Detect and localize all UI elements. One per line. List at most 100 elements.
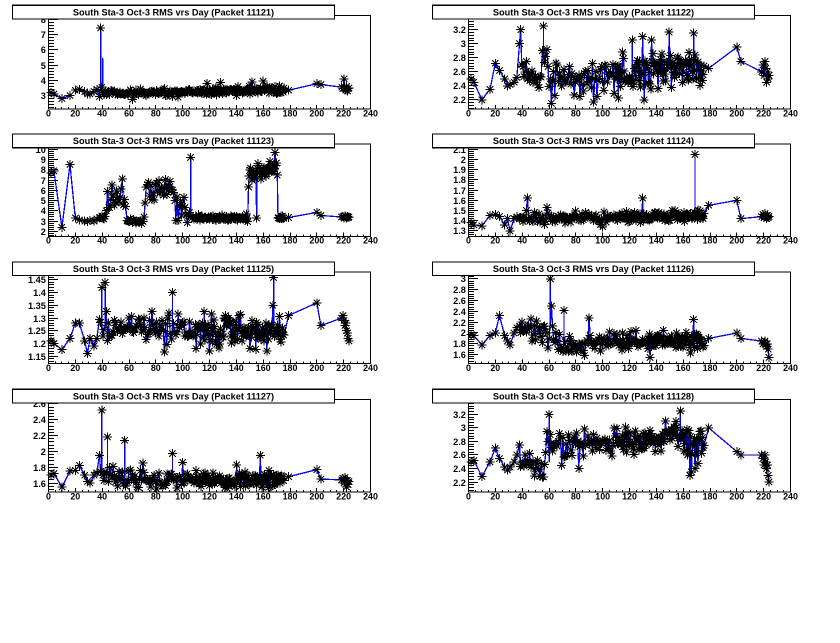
svg-text:1.8: 1.8	[453, 339, 466, 349]
svg-text:2.1: 2.1	[453, 145, 466, 155]
svg-text:120: 120	[202, 109, 217, 119]
svg-text:100: 100	[595, 363, 610, 373]
svg-text:120: 120	[202, 236, 217, 246]
svg-text:200: 200	[729, 492, 744, 502]
svg-text:0: 0	[46, 236, 51, 246]
svg-text:1.3: 1.3	[33, 314, 46, 324]
svg-text:220: 220	[756, 492, 771, 502]
svg-text:4: 4	[41, 76, 47, 86]
svg-text:3: 3	[41, 91, 46, 101]
svg-text:10: 10	[36, 145, 46, 155]
svg-text:140: 140	[649, 363, 664, 373]
svg-text:South Sta-3 Oct-3 RMS vrs Day: South Sta-3 Oct-3 RMS vrs Day (Packet 11…	[493, 8, 694, 18]
svg-text:2.2: 2.2	[33, 431, 46, 441]
svg-text:0: 0	[46, 492, 51, 502]
svg-text:240: 240	[783, 109, 798, 119]
svg-text:3: 3	[461, 423, 466, 433]
svg-text:140: 140	[649, 109, 664, 119]
svg-text:20: 20	[70, 492, 80, 502]
svg-text:1.6: 1.6	[453, 350, 466, 360]
svg-text:0: 0	[466, 109, 471, 119]
svg-text:200: 200	[729, 109, 744, 119]
svg-text:1.8: 1.8	[453, 175, 466, 185]
svg-text:20: 20	[70, 109, 80, 119]
svg-text:0: 0	[466, 236, 471, 246]
svg-text:8: 8	[41, 165, 46, 175]
svg-text:20: 20	[70, 236, 80, 246]
svg-text:180: 180	[703, 236, 718, 246]
svg-text:0: 0	[466, 492, 471, 502]
svg-text:160: 160	[676, 109, 691, 119]
svg-text:80: 80	[151, 236, 161, 246]
svg-text:240: 240	[783, 492, 798, 502]
svg-text:180: 180	[283, 363, 298, 373]
svg-text:20: 20	[490, 492, 500, 502]
svg-text:2: 2	[461, 328, 466, 338]
svg-text:80: 80	[151, 109, 161, 119]
svg-text:3: 3	[41, 217, 46, 227]
svg-text:0: 0	[46, 363, 51, 373]
svg-text:2.6: 2.6	[453, 67, 466, 77]
svg-text:1.8: 1.8	[33, 463, 46, 473]
svg-text:240: 240	[363, 363, 378, 373]
svg-text:160: 160	[676, 363, 691, 373]
svg-text:160: 160	[676, 492, 691, 502]
svg-text:120: 120	[202, 363, 217, 373]
svg-text:South Sta-3 Oct-3 RMS vrs Day: South Sta-3 Oct-3 RMS vrs Day (Packet 11…	[73, 264, 274, 274]
svg-text:0: 0	[46, 109, 51, 119]
svg-text:160: 160	[256, 363, 271, 373]
svg-text:120: 120	[622, 492, 637, 502]
svg-text:1.9: 1.9	[453, 165, 466, 175]
svg-text:80: 80	[571, 109, 581, 119]
svg-text:200: 200	[309, 363, 324, 373]
svg-text:100: 100	[595, 109, 610, 119]
svg-text:South Sta-3 Oct-3 RMS vrs Day: South Sta-3 Oct-3 RMS vrs Day (Packet 11…	[73, 8, 274, 18]
svg-text:60: 60	[124, 236, 134, 246]
svg-text:180: 180	[703, 363, 718, 373]
svg-text:1.25: 1.25	[28, 326, 46, 336]
svg-text:220: 220	[756, 236, 771, 246]
svg-text:220: 220	[336, 109, 351, 119]
svg-text:200: 200	[729, 236, 744, 246]
svg-text:1.45: 1.45	[28, 275, 46, 285]
svg-text:60: 60	[544, 492, 554, 502]
svg-text:200: 200	[309, 109, 324, 119]
svg-text:9: 9	[41, 155, 46, 165]
svg-text:220: 220	[756, 109, 771, 119]
svg-text:1.4: 1.4	[33, 288, 47, 298]
svg-text:1.15: 1.15	[28, 352, 46, 362]
svg-text:140: 140	[649, 492, 664, 502]
svg-text:1.4: 1.4	[453, 216, 467, 226]
svg-text:2.4: 2.4	[453, 464, 467, 474]
svg-text:40: 40	[517, 109, 527, 119]
svg-text:40: 40	[517, 363, 527, 373]
svg-text:40: 40	[97, 236, 107, 246]
svg-text:240: 240	[363, 236, 378, 246]
svg-text:40: 40	[97, 363, 107, 373]
svg-text:240: 240	[783, 363, 798, 373]
svg-text:160: 160	[676, 236, 691, 246]
svg-text:20: 20	[490, 109, 500, 119]
svg-text:160: 160	[256, 492, 271, 502]
svg-text:2.2: 2.2	[453, 95, 466, 105]
svg-text:5: 5	[41, 61, 46, 71]
svg-text:2.8: 2.8	[453, 53, 466, 63]
svg-text:60: 60	[544, 236, 554, 246]
svg-text:120: 120	[622, 236, 637, 246]
svg-text:100: 100	[175, 109, 190, 119]
svg-text:100: 100	[175, 236, 190, 246]
svg-text:6: 6	[41, 45, 46, 55]
svg-text:4: 4	[41, 206, 47, 216]
svg-text:South Sta-3 Oct-3 RMS vrs Day: South Sta-3 Oct-3 RMS vrs Day (Packet 11…	[73, 136, 274, 146]
svg-text:180: 180	[283, 236, 298, 246]
svg-text:220: 220	[756, 363, 771, 373]
svg-text:180: 180	[283, 109, 298, 119]
svg-text:2.6: 2.6	[33, 399, 46, 409]
svg-text:180: 180	[703, 109, 718, 119]
svg-text:140: 140	[229, 363, 244, 373]
svg-text:40: 40	[97, 109, 107, 119]
svg-text:200: 200	[309, 492, 324, 502]
svg-text:South Sta-3 Oct-3 RMS vrs Day: South Sta-3 Oct-3 RMS vrs Day (Packet 11…	[493, 264, 694, 274]
svg-text:60: 60	[544, 363, 554, 373]
svg-text:20: 20	[70, 363, 80, 373]
